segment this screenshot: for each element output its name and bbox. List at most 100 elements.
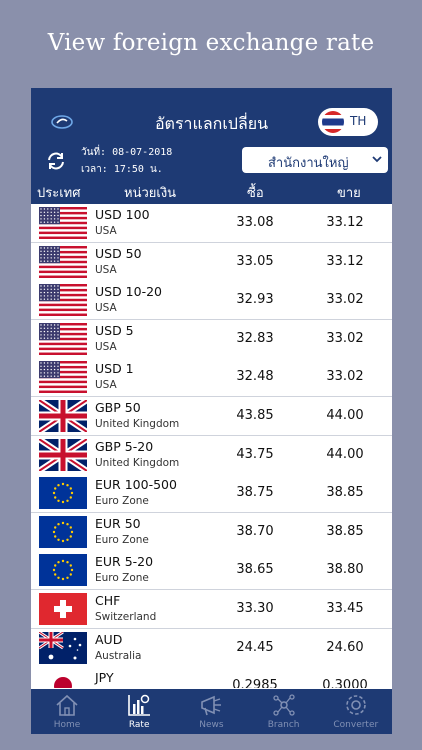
tab-home[interactable]: Home <box>31 689 103 734</box>
branch-value: สำนักงานใหญ่ <box>268 156 349 171</box>
rate-row[interactable]: EUR 100-500 Euro Zone 38.75 38.85 <box>31 474 392 514</box>
sell-rate: 44.00 <box>326 408 364 423</box>
country-name: Euro Zone <box>95 495 149 508</box>
rate-chart-icon <box>128 694 151 716</box>
tab-label: News <box>199 720 224 730</box>
currency-code: EUR 50 <box>95 515 141 531</box>
sell-rate: 38.85 <box>326 485 364 501</box>
us-flag-icon <box>39 245 87 278</box>
jp-flag-icon <box>39 670 87 688</box>
sell-rate: 24.60 <box>326 639 364 655</box>
rate-row[interactable]: EUR 50 Euro Zone 38.70 38.85 <box>31 512 392 552</box>
tab-label: Branch <box>267 720 300 730</box>
language-toggle[interactable]: TH <box>318 108 378 136</box>
us-flag-icon <box>39 207 87 239</box>
buy-rate: 32.93 <box>236 292 274 308</box>
country-name: Australia <box>95 649 142 662</box>
currency-code: USD 50 <box>95 245 142 261</box>
rate-row[interactable]: JPY 0.2985 0.3000 <box>31 667 392 688</box>
column-buy: ซื้อ <box>247 186 264 201</box>
sell-rate: 33.02 <box>326 330 364 346</box>
buy-rate: 38.75 <box>236 485 274 501</box>
tab-rate[interactable]: Rate <box>103 689 175 734</box>
megaphone-icon <box>201 695 222 716</box>
currency-code: JPY <box>95 670 114 686</box>
au-flag-icon <box>38 630 87 664</box>
country-name: USA <box>95 379 117 392</box>
rate-row[interactable]: USD 5 USA 32.83 33.02 <box>31 319 392 359</box>
sell-rate: 44.00 <box>326 446 364 462</box>
buy-rate: 32.48 <box>236 369 274 385</box>
country-name: USA <box>95 302 117 315</box>
tab-label: Rate <box>128 720 150 730</box>
language-label: TH <box>350 114 367 128</box>
tab-label: Home <box>53 720 81 730</box>
country-name: USA <box>95 263 117 276</box>
tab-converter[interactable]: Converter <box>320 689 392 734</box>
rate-row[interactable]: USD 10-20 USA 32.93 33.02 <box>31 281 392 321</box>
currency-code: USD 10-20 <box>95 284 163 300</box>
currency-code: CHF <box>95 593 121 608</box>
branch-select[interactable]: สำนักงานใหญ่ <box>242 147 388 173</box>
currency-code: GBP 50 <box>95 400 141 415</box>
sell-rate: 33.02 <box>326 369 364 385</box>
promo-title: View foreign exchange rate <box>47 30 375 56</box>
country-name: Euro Zone <box>95 533 149 546</box>
info-bar: วันที่: 08-07-2018 เวลา: 17:50 น. สำนักง… <box>31 140 392 178</box>
column-sell: ขาย <box>337 186 361 201</box>
home-icon <box>56 694 78 716</box>
rate-row[interactable]: USD 1 USA 32.48 33.02 <box>31 358 392 398</box>
rate-row[interactable]: AUD Australia 24.45 24.60 <box>31 628 392 668</box>
buy-rate: 24.45 <box>236 639 274 655</box>
gear-icon <box>345 695 366 715</box>
buy-rate: 38.65 <box>236 562 274 578</box>
currency-code: AUD <box>95 631 123 647</box>
country-name: Euro Zone <box>95 572 149 585</box>
buy-rate: 33.30 <box>236 601 274 616</box>
rate-row[interactable]: USD 100 USA 33.08 33.12 <box>31 204 392 243</box>
rate-row[interactable]: USD 50 USA 33.05 33.12 <box>31 242 392 282</box>
app-screen: อัตราแลกเปลี่ยน TH วันที่: 08-07-2018 เว… <box>31 88 392 734</box>
buy-rate: 38.70 <box>236 523 274 539</box>
country-name: USA <box>95 340 117 353</box>
tab-branch[interactable]: Branch <box>248 689 320 734</box>
eu-flag-icon <box>39 477 87 510</box>
time-label: เวลา: 17:50 น. <box>81 164 163 175</box>
tab-news[interactable]: News <box>175 689 247 734</box>
tab-label: Converter <box>333 720 379 730</box>
column-currency: หน่วยเงิน <box>124 186 177 201</box>
rate-row[interactable]: GBP 50 United Kingdom 43.85 44.00 <box>31 397 392 436</box>
uk-flag-icon <box>37 436 89 474</box>
rate-list[interactable]: USD 100 USA 33.08 33.12 USD 50 USA 33.05 33.12 U… <box>31 204 392 688</box>
eu-flag-icon <box>39 515 87 548</box>
bank-logo-icon <box>51 115 73 129</box>
sell-rate: 38.80 <box>326 562 364 578</box>
country-name: Switzerland <box>95 611 157 623</box>
country-name: USA <box>95 225 117 237</box>
refresh-icon[interactable] <box>45 150 67 172</box>
country-name: United Kingdom <box>95 456 180 469</box>
country-name: United Kingdom <box>95 418 180 430</box>
rate-row[interactable]: EUR 5-20 Euro Zone 38.65 38.80 <box>31 551 392 591</box>
ch-flag-icon <box>39 593 87 625</box>
buy-rate: 43.85 <box>236 408 274 423</box>
tab-bar: Home Rate News Branch Converter <box>31 689 392 734</box>
rate-row[interactable]: GBP 5-20 United Kingdom 43.75 44.00 <box>31 435 392 475</box>
currency-code: USD 100 <box>95 207 150 222</box>
column-country: ประเทศ <box>37 186 81 201</box>
us-flag-icon <box>39 361 87 394</box>
currency-code: EUR 100-500 <box>95 477 177 493</box>
us-flag-icon <box>39 284 87 317</box>
rate-table-header: ประเทศ หน่วยเงิน ซื้อ ขาย <box>31 178 392 204</box>
buy-rate: 0.2985 <box>232 678 278 688</box>
sell-rate: 0.3000 <box>322 678 368 688</box>
thai-flag-icon <box>322 111 344 133</box>
us-flag-icon <box>39 322 87 355</box>
buy-rate: 32.83 <box>236 330 274 346</box>
currency-code: USD 5 <box>95 322 134 338</box>
rate-row[interactable]: CHF Switzerland 33.30 33.45 <box>31 590 392 629</box>
currency-code: GBP 5-20 <box>95 438 154 454</box>
network-icon <box>272 694 295 716</box>
page-title: อัตราแลกเปลี่ยน <box>154 114 269 133</box>
currency-code: EUR 5-20 <box>95 554 154 570</box>
